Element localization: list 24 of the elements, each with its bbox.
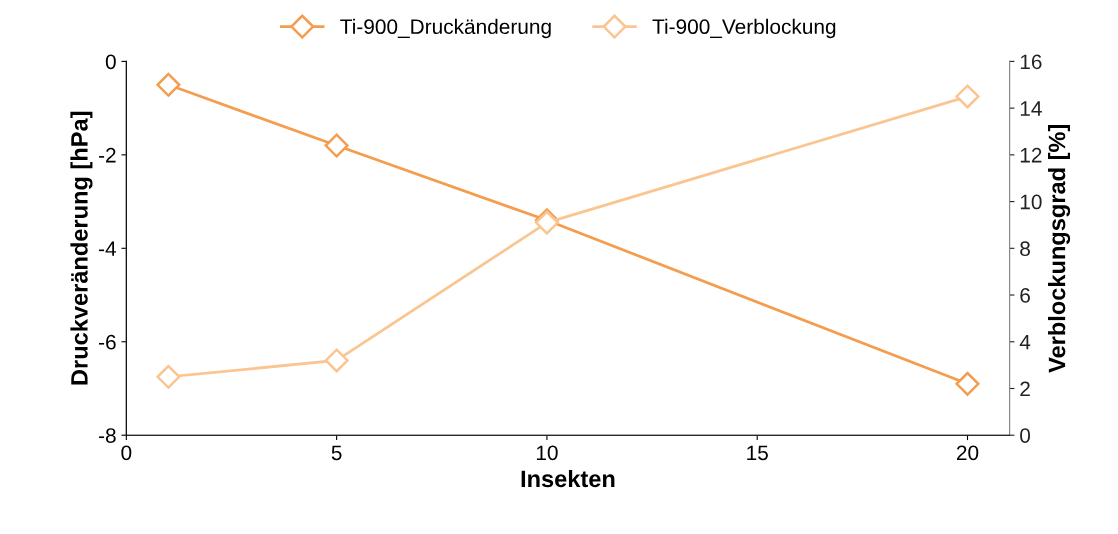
x-tick-label: 20: [956, 445, 979, 461]
y2-tick-label: 10: [1020, 194, 1042, 210]
y2-tick-label: 14: [1020, 101, 1042, 116]
y2-tick-label: 4: [1019, 334, 1031, 350]
x-tick-label: 15: [747, 445, 768, 461]
y-tick-label: -8: [99, 428, 116, 443]
y-tick-label: -6: [99, 334, 116, 350]
y2-tick-label: 16: [1020, 54, 1042, 70]
y-tick-label: -2: [99, 147, 116, 163]
legend-label: Ti-900_Verblockung: [652, 18, 836, 39]
y2-tick-label: 8: [1020, 241, 1030, 257]
y2-tick-label: 0: [1020, 428, 1031, 443]
y2-tick-label: 12: [1020, 147, 1042, 163]
x-tick-label: 10: [536, 445, 558, 461]
y-tick-label: -4: [99, 241, 116, 256]
legend-label: Ti-900_Druckänderung: [340, 18, 551, 39]
y2-tick-label: 6: [1020, 288, 1030, 303]
y-tick-label: 0: [105, 54, 116, 70]
y2-tick-label: 2: [1020, 381, 1030, 397]
x-tick-label: 0: [121, 445, 132, 461]
x-tick-label: 5: [331, 445, 342, 461]
y-axis-title: Druckveränderung [hPa]: [70, 111, 93, 385]
x-axis-title: Insekten: [521, 469, 615, 488]
y2-axis-title: Verblockungsgrad [%]: [1048, 124, 1071, 373]
